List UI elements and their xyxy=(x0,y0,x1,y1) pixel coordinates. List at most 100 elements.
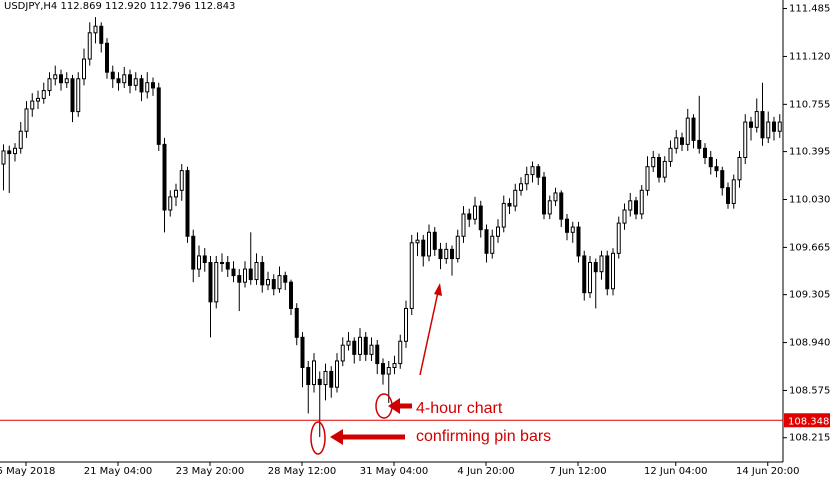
candle-body xyxy=(772,121,776,132)
candle-body xyxy=(542,176,546,215)
candle-body xyxy=(680,137,684,145)
candle-body xyxy=(358,336,362,355)
x-tick-label: 4 Jun 20:00 xyxy=(457,466,514,477)
candle-body xyxy=(645,166,650,191)
candle-body xyxy=(685,117,690,145)
candle-body xyxy=(156,87,161,145)
candle-body xyxy=(478,205,483,231)
candle-body xyxy=(714,166,719,172)
candle-body xyxy=(766,121,771,139)
candle-body xyxy=(651,157,656,168)
candle-body xyxy=(628,200,633,211)
candle-body xyxy=(599,255,604,273)
candle-body xyxy=(536,166,541,178)
candle-body xyxy=(553,192,558,202)
candle-body xyxy=(202,255,207,263)
candle-body xyxy=(484,229,489,254)
candle-body xyxy=(300,336,305,368)
pin-bar-circle xyxy=(310,421,326,455)
candle-body xyxy=(450,248,454,260)
arrow-head xyxy=(434,283,442,296)
candle-body xyxy=(82,58,86,80)
y-tick-label: 111.485 xyxy=(789,4,830,15)
candle-body xyxy=(593,262,598,273)
x-tick-label: 21 May 04:00 xyxy=(84,466,153,477)
candle-body xyxy=(116,78,121,84)
candle-body xyxy=(162,143,167,211)
candle-body xyxy=(317,378,322,386)
candle-body xyxy=(432,231,437,250)
candle-body xyxy=(76,78,81,113)
candles xyxy=(1,17,782,438)
chart-title: USDJPY,H4 112.869 112.920 112.796 112.84… xyxy=(4,1,235,12)
candle-body xyxy=(697,139,702,149)
candle-body xyxy=(145,82,150,93)
candle-body xyxy=(18,130,23,149)
candle-body xyxy=(513,189,518,207)
candle-body xyxy=(754,111,759,128)
candle-body xyxy=(105,42,109,73)
candle-body xyxy=(41,90,46,99)
candle-body xyxy=(294,307,299,338)
x-tick-label: 5 May 2018 xyxy=(0,466,55,477)
y-tick-label: 109.305 xyxy=(789,290,830,301)
candle-body xyxy=(70,78,75,113)
candle-body xyxy=(473,205,477,220)
candle-body xyxy=(467,213,472,220)
y-tick-label: 110.395 xyxy=(789,147,830,158)
candle-body xyxy=(271,279,276,290)
candle-body xyxy=(726,187,730,204)
arrow-shaft xyxy=(419,291,439,376)
candle-body xyxy=(369,344,374,355)
candle-body xyxy=(438,248,443,260)
candle-body xyxy=(708,157,713,168)
candle-body xyxy=(530,166,535,176)
candle-body xyxy=(668,147,673,162)
annotation: confirming pin bars xyxy=(416,428,551,445)
x-tick-label: 23 May 20:00 xyxy=(176,466,245,477)
candle-body xyxy=(30,100,35,110)
candle-body xyxy=(260,262,265,286)
arrow-head xyxy=(388,398,400,414)
candle-body xyxy=(1,150,6,165)
candle-body xyxy=(381,363,385,375)
candle-body xyxy=(588,262,592,294)
x-tick-label: 31 May 04:00 xyxy=(360,466,429,477)
candle-body xyxy=(605,255,610,290)
candle-body xyxy=(53,74,58,80)
candle-body xyxy=(266,279,270,286)
candle-body xyxy=(36,97,40,102)
candle-body xyxy=(237,275,242,283)
candle-body xyxy=(444,248,449,260)
candle-body xyxy=(576,226,581,257)
y-tick-label: 109.665 xyxy=(789,242,830,253)
candle-body xyxy=(191,235,196,270)
candle-body xyxy=(179,170,184,191)
candle-body xyxy=(559,192,564,220)
candle-body xyxy=(524,174,529,185)
candle-body xyxy=(323,370,328,386)
candle-body xyxy=(151,82,155,89)
candle-body xyxy=(398,340,403,365)
candle-body xyxy=(197,255,201,270)
candle-body xyxy=(501,202,506,228)
candle-body xyxy=(611,252,615,290)
candle-body xyxy=(122,74,127,84)
candle-body xyxy=(87,32,92,60)
candle-body xyxy=(231,268,236,277)
x-tick-label: 12 Jun 04:00 xyxy=(644,466,708,477)
candle-body xyxy=(220,262,224,264)
candle-body xyxy=(386,367,391,375)
candle-body xyxy=(409,242,414,309)
candle-body xyxy=(375,344,380,365)
candle-body xyxy=(289,281,293,309)
candle-body xyxy=(455,235,460,260)
candle-body xyxy=(415,239,420,244)
candle-body xyxy=(662,160,667,178)
x-tick-label: 28 May 12:00 xyxy=(268,466,337,477)
candle-body xyxy=(427,231,431,257)
x-tick-label: 7 Jun 12:00 xyxy=(549,466,606,477)
candle-body xyxy=(128,74,132,86)
candle-body xyxy=(13,147,17,155)
